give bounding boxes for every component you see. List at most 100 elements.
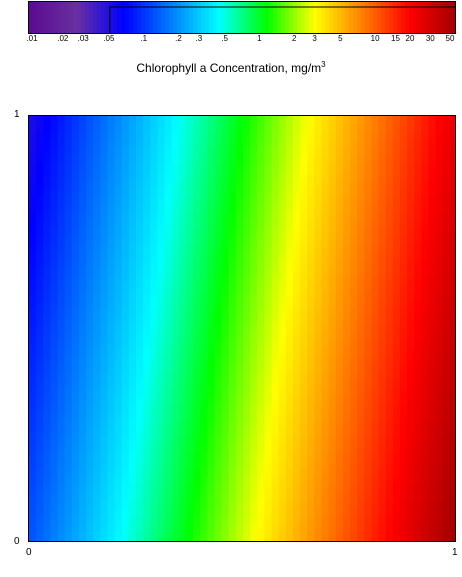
heatmap-cell (435, 164, 444, 170)
heatmap-cell (64, 244, 73, 251)
heatmap-cell (214, 302, 223, 309)
heatmap-cell (185, 260, 194, 267)
colorbar-segment (305, 2, 310, 33)
heatmap-cell (228, 489, 237, 496)
heatmap-cell (414, 222, 422, 229)
heatmap-cell (442, 201, 451, 208)
heatmap-cell (421, 169, 430, 176)
heatmap-cell (114, 345, 123, 352)
heatmap-cell (228, 441, 237, 448)
heatmap-cell (86, 132, 94, 138)
heatmap-cell (214, 126, 223, 133)
heatmap-cell (285, 190, 294, 197)
heatmap-cell (107, 334, 116, 341)
heatmap-cell (78, 286, 87, 293)
heatmap-cell (392, 180, 401, 186)
heatmap-cell (328, 420, 337, 427)
heatmap-cell (414, 409, 422, 416)
heatmap-cell (228, 521, 237, 528)
heatmap-cell (321, 180, 330, 186)
heatmap-cell (300, 201, 308, 208)
heatmap-cell (292, 441, 301, 448)
heatmap-cell (228, 430, 237, 437)
heatmap-cell (200, 153, 208, 160)
heatmap-cell (435, 265, 444, 272)
heatmap-cell (328, 345, 337, 352)
heatmap-cell (193, 126, 201, 133)
heatmap-cell (150, 404, 158, 411)
heatmap-cell (264, 158, 273, 165)
heatmap-cell (207, 308, 216, 315)
heatmap-cell (328, 270, 337, 277)
heatmap-cell (29, 537, 37, 541)
heatmap-cell (43, 153, 51, 160)
heatmap-cell (178, 249, 187, 256)
heatmap-cell (335, 158, 344, 165)
heatmap-cell (128, 356, 137, 363)
heatmap-cell (292, 526, 301, 533)
heatmap-cell (271, 308, 280, 315)
heatmap-cell (378, 116, 387, 122)
heatmap-cell (314, 473, 323, 480)
heatmap-cell (207, 297, 216, 304)
heatmap-cell (200, 249, 208, 256)
heatmap-cell (392, 420, 401, 427)
heatmap-cell (371, 201, 380, 208)
heatmap-cell (93, 158, 101, 165)
heatmap-cell (321, 228, 330, 235)
heatmap-cell (328, 468, 337, 475)
heatmap-cell (193, 414, 201, 421)
heatmap-cell (264, 318, 273, 325)
heatmap-cell (71, 393, 80, 400)
heatmap-cell (435, 201, 444, 208)
heatmap-cell (157, 457, 166, 464)
heatmap-cell (378, 537, 387, 541)
heatmap-cell (371, 526, 380, 533)
heatmap-cell (243, 276, 251, 283)
heatmap-cell (207, 286, 216, 293)
heatmap-cell (171, 222, 180, 229)
heatmap-cell (371, 281, 380, 288)
heatmap-cell (221, 500, 230, 507)
heatmap-cell (143, 190, 151, 197)
heatmap-cell (414, 425, 422, 432)
heatmap-cell (285, 201, 294, 208)
heatmap-cell (86, 516, 94, 523)
heatmap-cell (157, 238, 166, 245)
heatmap-cell (171, 233, 180, 240)
heatmap-cell (364, 537, 372, 541)
heatmap-cell (29, 372, 37, 379)
heatmap-cell (264, 302, 273, 309)
heatmap-cell (371, 276, 380, 283)
heatmap-cell (136, 313, 144, 320)
heatmap-cell (371, 489, 380, 496)
heatmap-cell (178, 425, 187, 432)
heatmap-cell (200, 302, 208, 309)
heatmap-cell (185, 340, 194, 347)
heatmap-cell (100, 276, 109, 283)
heatmap-cell (307, 185, 315, 192)
heatmap-cell (335, 201, 344, 208)
heatmap-cell (328, 382, 337, 389)
heatmap-cell (143, 489, 151, 496)
heatmap-cell (292, 270, 301, 277)
heatmap-cell (378, 196, 387, 202)
heatmap-cell (414, 276, 422, 283)
heatmap-cell (164, 484, 173, 491)
heatmap-cell (114, 516, 123, 523)
heatmap-cell (335, 404, 344, 411)
heatmap-cell (342, 318, 351, 325)
heatmap-cell (128, 372, 137, 379)
heatmap-cell (357, 366, 365, 373)
heatmap-cell (136, 222, 144, 229)
heatmap-cell (235, 350, 244, 357)
heatmap-cell (314, 228, 323, 235)
heatmap-cell (50, 116, 59, 122)
heatmap-cell (171, 201, 180, 208)
heatmap-cell (178, 260, 187, 267)
heatmap-cell (43, 324, 51, 331)
heatmap-cell (243, 180, 251, 186)
heatmap-cell (221, 308, 230, 315)
heatmap-cell (64, 249, 73, 256)
heatmap-cell (150, 494, 158, 501)
